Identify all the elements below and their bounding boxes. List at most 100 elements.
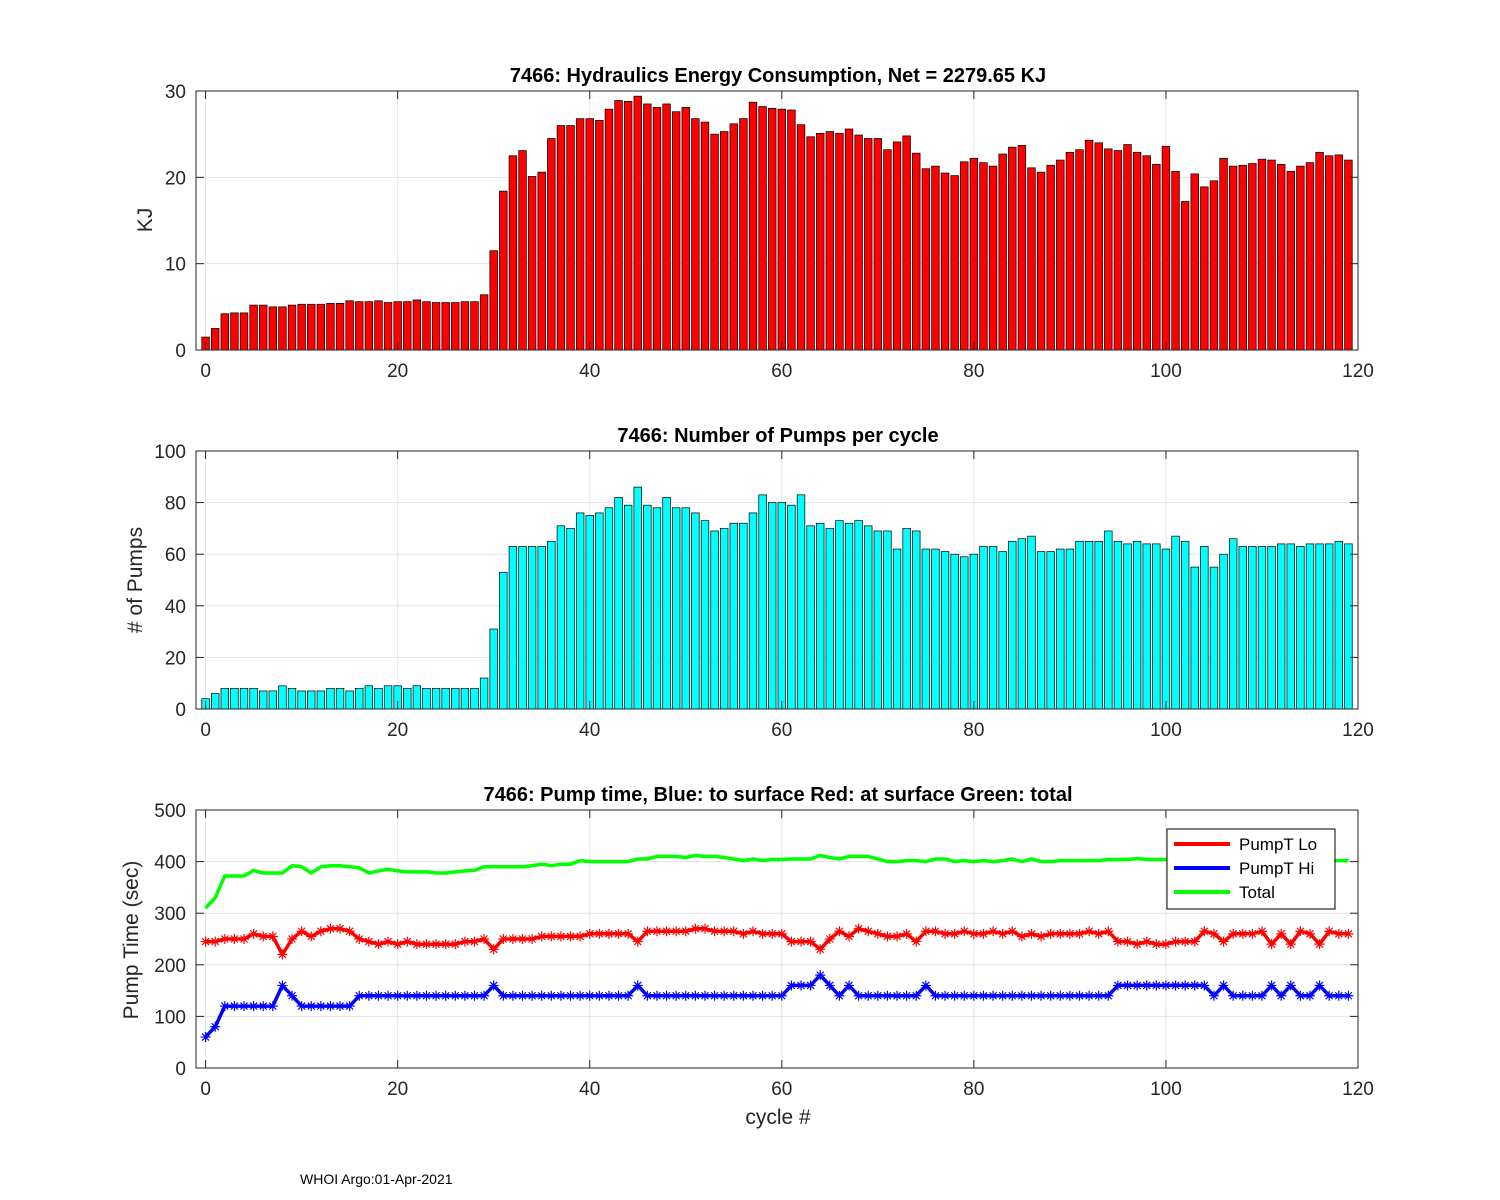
pumps-bar [403,688,412,710]
series-marker [1074,990,1085,1001]
series-marker [1295,990,1306,1001]
series-marker [901,928,912,939]
series-marker [738,990,749,1001]
pumps-bar [1046,551,1055,710]
series-marker [603,928,614,939]
series-marker [363,936,374,947]
pump-time-xtick-label: 80 [963,1079,984,1100]
series-marker [546,931,557,942]
series-marker [1036,931,1047,942]
pumps-bar [374,688,383,710]
series-marker [210,1021,221,1032]
series-marker [1228,990,1239,1001]
energy-bar [383,302,393,351]
pumps-bar [854,520,863,710]
energy-bar [1276,164,1286,351]
series-marker [968,928,979,939]
pumps-bar [575,512,585,710]
legend-entry: PumpT Lo [1239,835,1317,854]
pumps-bar [835,520,844,710]
pumps-bar [1132,540,1142,710]
series-marker [392,939,403,950]
energy-bar [547,138,556,351]
series-marker [1304,990,1315,1001]
pumps-bar [614,497,623,710]
energy-ytick-label: 0 [175,341,186,362]
pumps-bar [633,486,642,710]
energy-bar [1296,165,1305,351]
series-marker [354,934,365,944]
energy-bar [681,107,690,351]
energy-bar [623,101,633,351]
energy-bar [595,120,604,351]
series-marker [248,1001,259,1012]
series-marker [363,990,374,1001]
pumps-bar [422,688,431,710]
pump-time-chart-xlabel: cycle # [745,1106,811,1129]
energy-bar [940,172,950,351]
pumps-bar [1286,543,1295,710]
series-marker [747,990,758,1001]
pumps-bar [412,685,422,710]
energy-bar [1056,159,1065,351]
series-marker [469,990,480,1001]
series-marker [1324,926,1335,937]
series-marker [1228,928,1239,939]
series-marker [882,931,893,942]
series-marker [296,926,307,937]
pumps-ytick-label: 0 [175,700,186,721]
energy-bar [259,304,268,351]
pumps-bar [249,688,258,710]
series-marker [498,934,509,944]
series-marker [959,926,970,937]
series-marker [613,990,624,1001]
series-marker [680,926,691,937]
pumps-bar [508,546,518,710]
series-marker [844,980,855,991]
pumps-bar [844,522,854,710]
series-marker [1064,990,1075,1001]
energy-bar [268,306,278,351]
pumps-bar [940,551,950,710]
energy-bar [1238,164,1247,351]
series-marker [258,931,269,942]
series-marker [767,928,778,939]
series-marker [661,990,672,1001]
series-marker [277,980,288,991]
energy-bar [883,149,892,351]
pumps-bar [499,571,508,710]
series-marker [421,939,432,950]
series-marker [1055,990,1066,1001]
energy-bar [604,108,614,351]
energy-bar [777,108,786,351]
energy-bar [1161,145,1171,351]
series-marker [853,990,864,1001]
energy-bar [1334,154,1343,351]
series-marker [488,980,499,991]
series-marker [1256,926,1267,937]
series-marker [1333,928,1344,939]
pumps-bar [758,494,767,710]
pumps-bar [355,688,364,710]
pumps-bar [489,628,498,710]
series-marker [239,934,250,944]
series-marker [1141,936,1152,947]
series-marker [1180,980,1191,991]
energy-bar [758,106,767,351]
energy-bar [460,301,470,351]
pumps-bar [912,530,921,710]
series-marker [940,990,951,1001]
series-marker [1007,990,1018,1001]
series-marker [402,990,413,1001]
energy-bar [662,103,671,351]
series-marker [786,980,797,991]
energy-xtick-label: 40 [579,361,600,382]
energy-bar [1152,164,1161,351]
energy-bar [1075,149,1084,351]
energy-bar [575,118,585,351]
series-marker [335,1001,346,1012]
series-marker [949,928,960,939]
series-marker [911,990,922,1001]
pump-time-xtick-label: 20 [387,1079,408,1100]
series-marker [575,990,586,1001]
